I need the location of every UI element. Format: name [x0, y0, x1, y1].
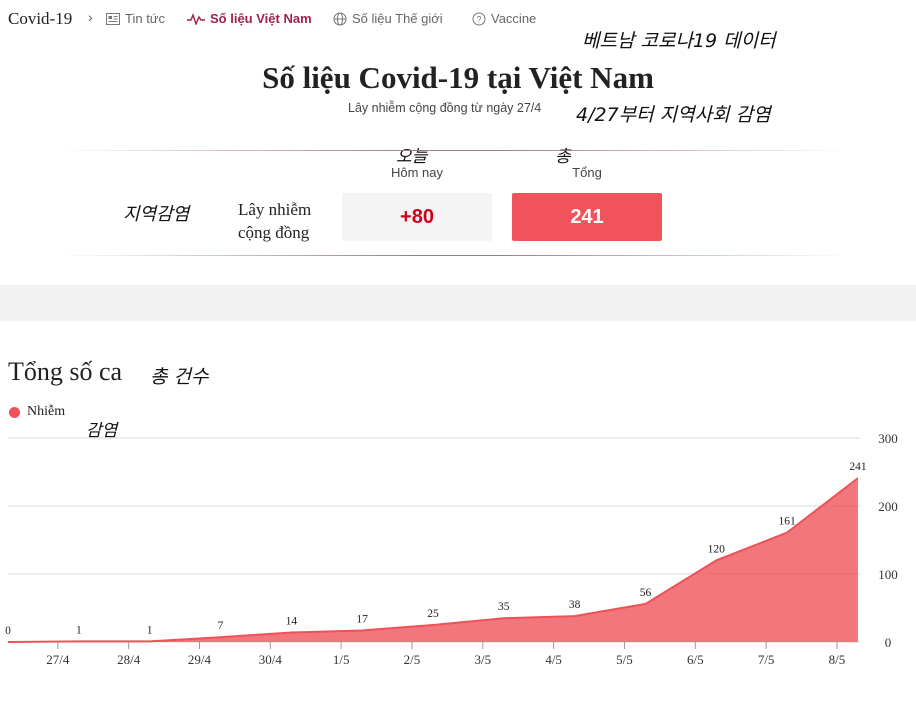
- x-tick-label: 2/5: [404, 652, 421, 667]
- divider: [60, 255, 850, 256]
- x-tick-label: 1/5: [333, 652, 350, 667]
- column-header-today: Hôm nay: [390, 165, 444, 180]
- nav-brand[interactable]: Covid-19: [8, 9, 73, 28]
- x-tick-label: 6/5: [687, 652, 704, 667]
- data-label: 7: [218, 620, 224, 632]
- nav-item-news[interactable]: Tin tức: [106, 11, 165, 26]
- section-separator: [0, 285, 916, 321]
- legend-label: Nhiễm: [27, 404, 66, 419]
- svg-text:?: ?: [476, 14, 481, 24]
- data-label: 14: [286, 615, 298, 627]
- nav-item-label: Số liệu Việt Nam: [210, 11, 312, 26]
- x-tick-label: 7/5: [758, 652, 775, 667]
- nav-item-vaccine[interactable]: ? Vaccine: [472, 11, 536, 26]
- x-tick-label: 30/4: [259, 652, 283, 667]
- annotation-legend-ko: 감염: [86, 421, 118, 441]
- chart-legend[interactable]: Nhiễm: [9, 404, 65, 420]
- x-tick-label: 29/4: [188, 652, 212, 667]
- total-value-box: 241: [512, 193, 662, 241]
- data-label: 35: [498, 601, 510, 613]
- series-line: [7, 477, 859, 643]
- nav-item-world-stats[interactable]: Số liệu Thế giới: [333, 11, 443, 26]
- nav-item-label: Số liệu Thế giới: [352, 11, 443, 26]
- data-label: 1: [147, 624, 153, 636]
- annotation-subtitle-ko: 4/27부터 지역사회 감염: [576, 104, 771, 126]
- annotation-title-ko: 베트남 코로나19 데이터: [582, 30, 776, 52]
- data-label: 120: [708, 543, 726, 555]
- annotation-row-ko: 지역감염: [123, 204, 190, 225]
- data-label: 161: [779, 516, 797, 528]
- data-label: 1: [76, 624, 82, 636]
- x-tick-label: 4/5: [545, 652, 562, 667]
- y-tick-label: 200: [878, 499, 898, 514]
- row-label-line-2: cộng đồng: [238, 223, 310, 242]
- data-label: 241: [849, 461, 867, 473]
- data-label: 56: [640, 587, 652, 599]
- y-tick-label: 300: [878, 431, 898, 446]
- data-label: 17: [356, 613, 368, 625]
- x-tick-label: 28/4: [117, 652, 141, 667]
- page-title: Số liệu Covid-19 tại Việt Nam: [262, 60, 654, 95]
- annotation-chart-title-ko: 총 건수: [150, 366, 209, 388]
- row-label-line-1: Lây nhiễm: [238, 200, 312, 219]
- news-icon: [106, 12, 120, 25]
- today-value-box: +80: [342, 193, 492, 241]
- question-icon: ?: [472, 12, 486, 25]
- x-tick-label: 3/5: [474, 652, 491, 667]
- divider: [60, 150, 850, 151]
- globe-icon: [333, 12, 347, 25]
- page-subtitle: Lây nhiễm cộng đồng từ ngày 27/4: [348, 101, 542, 115]
- y-tick-label: 0: [885, 635, 892, 650]
- y-tick-label: 100: [878, 567, 898, 582]
- column-header-total: Tổng: [572, 165, 602, 180]
- top-nav: Covid-19 › Tin tức Số liệu Việt Nam Số l…: [0, 0, 916, 40]
- pulse-icon: [187, 12, 205, 25]
- chart-title: Tổng số ca: [8, 357, 123, 386]
- x-tick-label: 8/5: [829, 652, 846, 667]
- nav-item-label: Vaccine: [491, 11, 537, 26]
- legend-dot-icon: [9, 406, 20, 418]
- row-label-community: Lây nhiễm cộng đồng: [238, 198, 311, 244]
- series-area: [8, 478, 858, 642]
- nav-item-vietnam-stats[interactable]: Số liệu Việt Nam: [187, 11, 312, 26]
- annotation-today-ko: 오늘: [396, 147, 428, 167]
- data-label: 0: [5, 625, 11, 637]
- x-tick-label: 5/5: [616, 652, 633, 667]
- annotation-total-ko: 총: [555, 147, 571, 167]
- x-tick-label: 27/4: [46, 652, 70, 667]
- chevron-right-icon: ›: [88, 9, 93, 25]
- data-label: 25: [427, 608, 439, 620]
- nav-item-label: Tin tức: [125, 11, 166, 26]
- data-label: 38: [569, 599, 581, 611]
